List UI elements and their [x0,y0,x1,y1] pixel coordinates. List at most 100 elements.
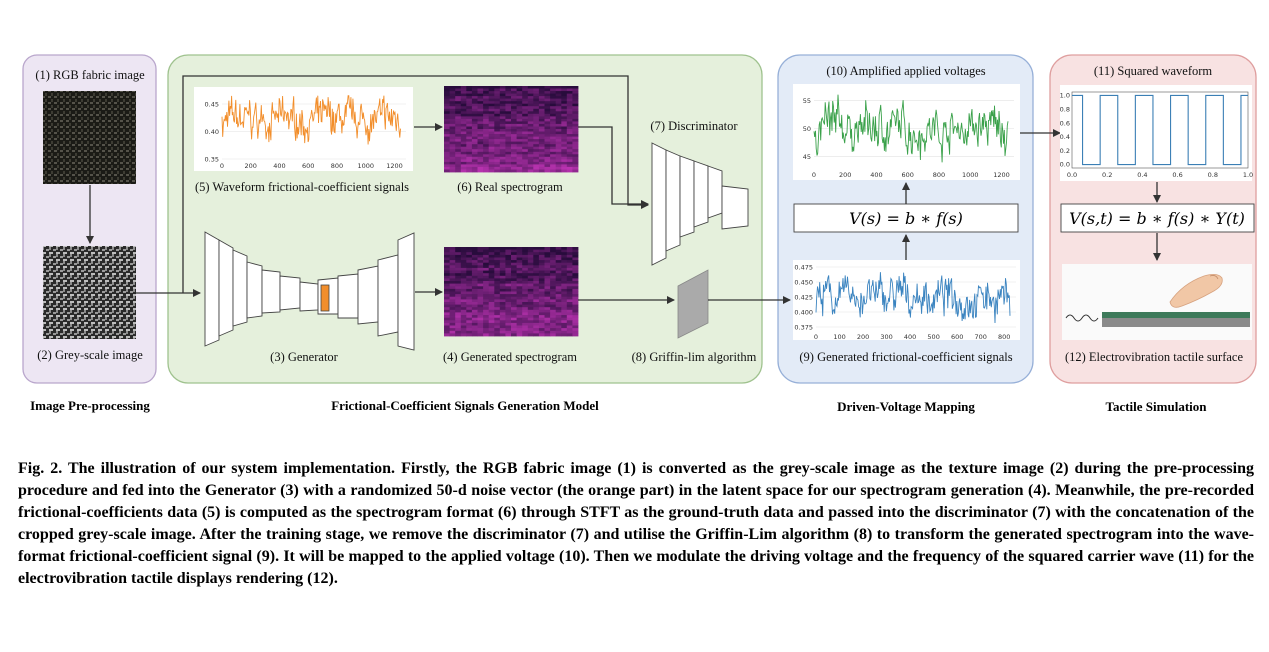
y-tick-label: 0.375 [794,324,813,332]
spectrogram-cell [477,88,484,92]
spectrogram-cell [494,156,501,160]
spectrogram-cell [527,317,534,321]
spectrogram-cell [494,296,501,300]
figure-caption: Fig. 2. The illustration of our system i… [18,460,1254,587]
spectrogram-cell [499,315,506,319]
spectrogram-cell [471,317,478,321]
spectrogram-cell [494,93,501,97]
spectrogram-cell [516,166,523,170]
spectrogram-cell [511,101,517,105]
spectrogram-cell [505,320,512,324]
modulated-equation-box [1060,203,1255,233]
spectrogram-cell [550,91,557,94]
spectrogram-cell [555,286,562,290]
spectrogram-cell [471,312,478,316]
spectrogram-cell [505,169,512,173]
spectrogram-cell [555,123,562,127]
spectrogram-cell [533,267,540,271]
x-tick-label: 1200 [386,162,403,170]
spectrogram-cell [533,278,540,282]
spectrogram-cell [488,101,495,105]
spectrogram-cell [477,265,484,269]
spectrogram-cell [550,262,557,266]
spectrogram-cell [499,159,506,163]
spectrogram-cell [566,134,573,137]
spectrogram-cell [466,267,473,271]
spectrogram-cell [544,141,551,145]
spectrogram-cell [566,91,573,94]
spectrogram-cell [488,134,495,137]
spectrogram-cell [505,91,512,94]
spectrogram-cell [460,141,467,145]
spectrogram-cell [460,270,467,274]
spectrogram-cell [550,129,557,132]
spectrogram-cell [449,294,456,298]
spectrogram-cell [561,136,568,140]
spectrogram-cell [527,98,534,102]
spectrogram-cell [477,330,484,334]
spectrogram-cell [550,151,557,155]
spectrogram-cell [533,139,540,142]
spectrogram-cell [522,296,529,300]
spectrogram-cell [511,108,517,112]
voltage-equation: V(s) = b ∗ f(s) [849,209,963,228]
spectrogram-cell [555,151,562,155]
spectrogram-cell [566,307,573,311]
spectrogram-cell [544,281,551,284]
spectrogram-cell [449,154,456,158]
spectrogram-cell [566,328,573,332]
spectrogram-cell [550,88,557,92]
spectrogram-cell [572,164,579,168]
spectrogram-cell [505,101,512,105]
griffin-lim-label: (8) Griffin-lim algorithm [632,350,757,364]
spectrogram-cell [444,86,450,89]
spectrogram-cell [533,265,540,269]
spectrogram-cell [533,286,540,290]
spectrogram-cell [561,116,568,120]
spectrogram-cell [516,88,523,92]
spectrogram-cell [488,315,495,319]
spectrogram-cell [533,131,540,135]
spectrogram-cell [544,126,551,130]
spectrogram-cell [561,304,568,308]
spectrogram-cell [455,262,462,266]
spectrogram-cell [477,267,484,271]
spectrogram-cell [572,121,579,125]
spectrogram-cell [511,151,517,155]
spectrogram-cell [538,267,545,271]
spectrogram-cell [561,309,568,313]
spectrogram-cell [466,103,473,107]
generated-spectrogram-label: (4) Generated spectrogram [443,350,577,364]
spectrogram-cell [516,267,523,271]
spectrogram-cell [449,273,456,277]
spectrogram-cell [460,249,467,253]
spectrogram-cell [494,307,501,311]
spectrogram-cell [550,294,557,298]
spectrogram-cell [511,169,517,173]
spectrogram-cell [460,309,467,313]
spectrogram-cell [477,249,484,253]
spectrogram-cell [471,118,478,122]
spectrogram-cell [460,328,467,332]
y-tick-label: 50 [803,125,811,133]
spectrogram-cell [566,169,573,173]
spectrogram-cell [494,270,501,274]
spectrogram-cell [527,283,534,287]
spectrogram-cell [522,249,529,253]
spectrogram-cell [561,146,568,150]
spectrogram-cell [550,247,557,250]
spectrogram-cell [550,254,557,258]
spectrogram-cell [499,129,506,132]
spectrogram-cell [499,328,506,332]
mapping-arrows [902,129,1061,260]
spectrogram-cell [561,96,568,99]
spectrogram-cell [483,91,490,94]
spectrogram-cell [527,291,534,295]
spectrogram-cell [444,281,450,284]
spectrogram-cell [538,252,545,256]
spectrogram-cell [444,93,450,97]
spectrogram-cell [477,123,484,127]
spectrogram-cell [572,106,579,110]
spectrogram-cell [499,257,506,261]
